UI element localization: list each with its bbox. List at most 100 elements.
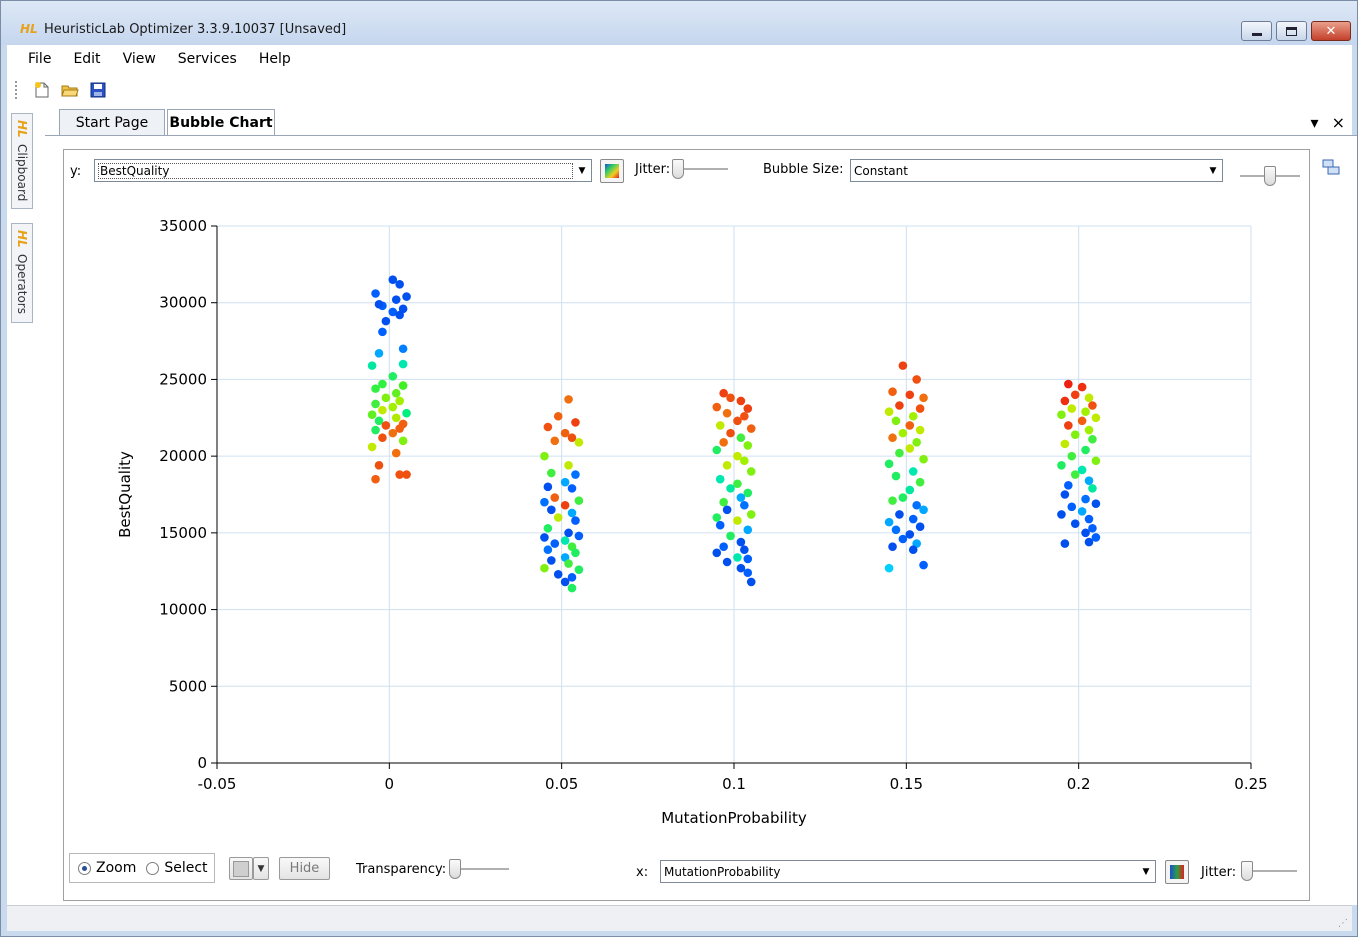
slider-thumb[interactable] (1241, 861, 1253, 881)
mode-radio-group: Zoom Select (69, 853, 215, 883)
data-point (1091, 456, 1101, 466)
data-point (564, 395, 573, 404)
menu-services[interactable]: Services (177, 51, 237, 67)
data-point (1060, 439, 1070, 449)
bubble-size-slider[interactable] (1240, 166, 1300, 186)
menu-file[interactable]: File (28, 51, 52, 67)
chevron-down-icon: ▼ (1209, 165, 1217, 176)
menu-view[interactable]: View (122, 51, 156, 67)
slider-thumb[interactable] (449, 859, 461, 879)
resize-grip-icon[interactable]: ⋰ (1338, 918, 1348, 929)
sidebar-tab-label: Clipboard (15, 143, 29, 202)
y-axis-label: y: (70, 164, 82, 179)
open-icon[interactable] (61, 81, 79, 99)
data-point (915, 404, 925, 413)
data-point (1088, 434, 1097, 444)
data-point (560, 536, 570, 545)
slider-thumb[interactable] (1264, 166, 1276, 186)
hide-label: Hide (289, 861, 320, 876)
data-point (547, 468, 556, 478)
y-tick-label: 25000 (159, 370, 207, 388)
x-tick-label: -0.05 (198, 775, 237, 793)
save-icon[interactable] (89, 81, 107, 99)
data-point (888, 433, 897, 443)
data-point (395, 424, 404, 433)
transparency-slider[interactable] (449, 859, 509, 879)
bubble-size-select[interactable]: Constant ▼ (850, 159, 1223, 182)
slider-thumb[interactable] (672, 159, 684, 179)
y-axis-select[interactable]: BestQuality ▼ (94, 159, 592, 182)
data-point (898, 361, 908, 370)
select-radio[interactable]: Select (146, 860, 208, 876)
y-jitter-slider[interactable] (672, 159, 728, 179)
data-point (722, 505, 732, 515)
export-icon[interactable] (1321, 158, 1341, 176)
data-point (1064, 421, 1073, 430)
data-point (719, 542, 728, 551)
scatter-chart[interactable]: -0.05 0 0.05 0.1 0.15 0.2 0.25 0 5000 10000 15000 2… (64, 190, 1311, 890)
y-color-button[interactable] (600, 159, 624, 183)
data-point (378, 405, 387, 415)
data-point (550, 539, 560, 548)
data-point (1081, 407, 1090, 416)
data-point (726, 484, 735, 493)
data-point (884, 517, 894, 527)
x-color-button[interactable] (1165, 860, 1189, 884)
data-point (1067, 404, 1077, 413)
sidebar-tab-operators[interactable]: HL Operators (11, 223, 33, 323)
data-point (743, 554, 753, 564)
data-point (740, 500, 749, 510)
data-point (1088, 523, 1097, 533)
data-point (402, 408, 411, 418)
dropdown-icon[interactable]: ▾ (1310, 113, 1319, 132)
hl-logo: HL (15, 120, 29, 138)
data-point (722, 557, 732, 567)
data-point (567, 508, 577, 518)
close-button[interactable]: ✕ (1311, 21, 1351, 41)
data-point (733, 553, 742, 562)
close-tab-icon[interactable]: × (1331, 113, 1345, 132)
data-point (743, 568, 753, 578)
data-point (367, 442, 377, 452)
tab-label: Bubble Chart (169, 115, 273, 131)
minimize-button[interactable] (1241, 21, 1272, 41)
maximize-button[interactable] (1276, 21, 1307, 41)
data-point (719, 438, 728, 447)
data-point (905, 421, 915, 430)
menu-help[interactable]: Help (258, 51, 291, 67)
data-point (564, 559, 573, 568)
data-point (898, 534, 908, 544)
color-dropdown-button[interactable]: ▼ (253, 857, 269, 880)
data-point (712, 548, 722, 558)
data-point (1070, 430, 1080, 439)
zoom-label: Zoom (96, 860, 137, 876)
sidebar-tab-clipboard[interactable]: HL Clipboard (11, 113, 33, 209)
menu-edit[interactable]: Edit (73, 51, 101, 67)
data-point (543, 422, 553, 432)
hide-button[interactable]: Hide (279, 857, 330, 880)
data-point (722, 461, 732, 470)
tab-start-page[interactable]: Start Page (59, 109, 165, 135)
new-icon[interactable] (33, 81, 51, 99)
bubble-size-value: Constant (854, 163, 908, 178)
color-picker-button[interactable] (229, 857, 253, 880)
data-point (388, 372, 398, 381)
data-point (1064, 379, 1073, 389)
hl-logo: HL (15, 230, 29, 248)
minimize-icon (1251, 32, 1262, 36)
x-jitter-slider[interactable] (1241, 861, 1297, 881)
tab-bubble-chart[interactable]: Bubble Chart (167, 109, 275, 136)
data-point (1064, 480, 1073, 490)
data-point (715, 421, 725, 430)
data-point (553, 513, 563, 522)
data-point (398, 381, 408, 390)
data-point (374, 349, 384, 358)
data-point (891, 525, 901, 535)
zoom-radio[interactable]: Zoom (78, 860, 136, 876)
x-axis-select[interactable]: MutationProbability ▼ (660, 860, 1156, 883)
data-point (746, 467, 756, 476)
chevron-down-icon: ▼ (257, 863, 265, 874)
data-point (888, 496, 897, 505)
data-point (398, 436, 408, 446)
data-point (1081, 445, 1090, 455)
